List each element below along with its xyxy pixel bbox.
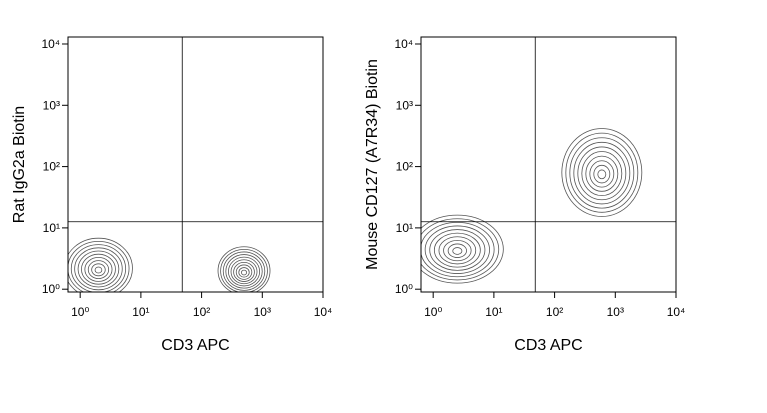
y-tick-label: 10⁴ [41,37,60,51]
x-tick-label: 10² [193,305,210,319]
contour-line [70,244,127,292]
x-tick-label: 10¹ [132,305,149,319]
y-tick-label: 10¹ [43,221,60,235]
contour-line [565,132,639,213]
contour-line [452,247,463,255]
contour-line [225,254,263,289]
contour-line [233,261,255,282]
contour-line [577,146,627,201]
contour-line [74,247,123,291]
plot-frame [67,36,324,293]
contour-line [230,259,258,285]
y-axis-title: Rat IgG2a Biotin [11,106,28,223]
plot: 10⁰ 10¹ 10² 10³ 10⁴ 10⁰ 10¹ 10² 10³ 10⁴ CD3 APC Mou… [364,36,686,354]
contour-line [433,232,481,268]
contour-line [597,169,607,180]
x-axis-title: CD3 APC [161,337,229,354]
x-tick-label: 10⁴ [314,305,333,319]
plot-area [421,128,643,284]
y-tick-label: 10¹ [396,221,413,235]
contour-line [581,151,623,196]
contour-line [593,164,611,184]
y-tick-label: 10⁰ [395,282,413,296]
contour-line [220,248,268,292]
contour-line [91,263,106,277]
contour-line [77,250,120,288]
x-tick-label: 10² [546,305,563,319]
contour-line [421,218,500,281]
y-axis-title: Mouse CD127 (A7R34) Biotin [364,59,381,270]
x-axis-title: CD3 APC [514,337,582,354]
contour-line [84,257,113,282]
contour-line [443,239,472,262]
contour-line [68,237,133,292]
plot: 10⁰ 10¹ 10² 10³ 10⁴ 10⁰ 10¹ 10² 10³ 10⁴ CD3 APC Rat… [11,36,333,354]
contour-line [235,264,253,280]
y-tick-label: 10³ [43,98,60,112]
x-tick-label: 10⁴ [667,305,686,319]
y-tick-label: 10³ [396,98,413,112]
contour-line [585,155,619,192]
y-tick-label: 10² [43,160,60,174]
contour-line [561,128,643,217]
contour-line [81,253,116,285]
y-tick-label: 10⁰ [42,282,60,296]
contour-line [573,141,631,205]
contour-line [447,243,467,258]
contour-line [87,260,110,280]
contour-line [421,221,495,278]
contour-line [238,267,250,278]
x-tick-label: 10⁰ [71,305,89,319]
contour-line [424,225,490,274]
contour-line [94,266,103,274]
contour-line [438,236,477,265]
contour-line [228,256,261,287]
plot-frame [420,36,677,293]
y-tick-label: 10⁴ [394,37,413,51]
contour-line [569,137,635,209]
y-tick-label: 10² [396,160,413,174]
x-tick-label: 10³ [254,305,271,319]
x-tick-label: 10¹ [485,305,502,319]
x-tick-label: 10³ [607,305,624,319]
contour-line [241,269,248,276]
x-tick-label: 10⁰ [424,305,442,319]
contour-line [589,160,615,188]
contour-line [222,251,266,291]
plot-area [68,237,271,292]
contour-line [68,241,130,292]
contour-line [217,246,271,292]
contour-line [421,214,504,284]
contour-line [429,229,486,271]
